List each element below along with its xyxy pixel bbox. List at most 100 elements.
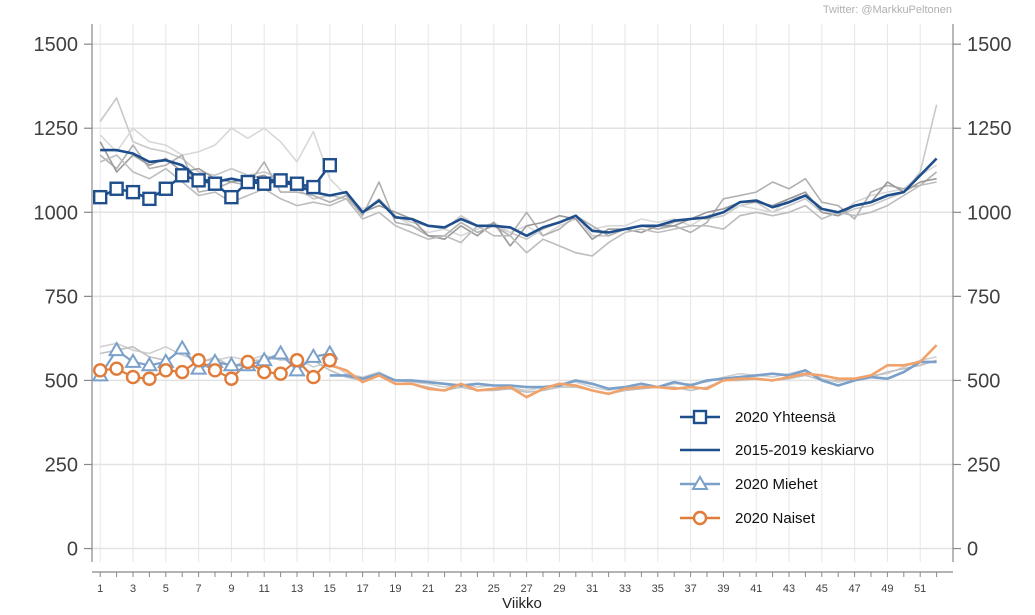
data-point-circle [92,363,108,378]
x-axis-label: Viikko [502,595,542,612]
x-tick-label: 9 [228,583,234,595]
background-year-line [99,127,938,237]
x-tick-label: 45 [816,583,828,595]
data-point-circle [142,371,157,386]
x-tick-label: 25 [488,583,500,595]
data-point-triangle [140,356,159,372]
data-point-circle [322,353,337,368]
series-line [329,360,937,391]
x-tick-label: 7 [196,583,202,595]
data-point-circle [289,353,305,368]
data-point-square [289,176,305,191]
data-point-square [257,176,272,191]
data-point-circle [109,361,124,376]
data-point-circle [174,364,190,380]
credit-text: Twitter: @MarkkuPeltonen [823,4,952,16]
x-tick-label: 51 [914,583,926,595]
background-year-line [99,154,937,257]
data-point-square [92,189,108,205]
legend-label: 2020 Miehet [735,476,818,493]
x-tick-label: 37 [684,583,696,595]
data-point-square [306,179,321,195]
legend-label: 2015-2019 keskiarvo [735,442,874,459]
y-tick-label-right: 500 [967,370,1000,392]
data-point-triangle [691,475,709,490]
x-tick-label: 43 [783,583,795,595]
data-point-triangle [304,347,323,363]
axes: 0 0 250 250 500 500 750 750 1000 1000 1250 1250 1500… [34,24,1012,595]
gridlines [92,24,953,562]
x-tick-label: 47 [848,583,860,595]
y-tick-label-left: 500 [45,370,78,392]
x-tick-label: 19 [389,583,401,595]
data-point-circle [207,363,223,378]
data-point-square [224,189,239,205]
data-point-square [273,173,288,188]
y-tick-label-left: 1000 [34,202,79,224]
data-point-square [240,174,256,190]
x-tick-label: 3 [130,583,136,595]
y-tick-label-left: 750 [45,286,78,308]
data-point-triangle [107,341,126,357]
x-tick-label: 13 [291,583,303,595]
x-tick-label: 49 [881,583,893,595]
legend-label: 2020 Yhteensä [735,409,836,426]
data-point-square [174,168,190,183]
series-line [100,148,938,238]
x-tick-label: 11 [258,583,269,595]
x-tick-label: 21 [422,583,434,595]
data-point-circle [306,369,321,385]
y-tick-label-right: 1500 [967,34,1012,56]
data-point-square [125,184,141,200]
data-point-circle [158,363,174,378]
data-point-square [109,181,124,196]
series-group [91,148,938,399]
legend: 2020 Yhteensä 2015-2019 keskiarvo 2020 Mie… [680,409,874,527]
background-year-line [99,144,938,237]
data-point-circle [692,510,708,526]
background-year-line [100,346,937,395]
y-tick-label-right: 1250 [967,118,1012,140]
data-point-triangle [288,361,306,377]
data-point-square [158,181,174,196]
data-point-square [322,158,337,173]
x-tick-label: 5 [163,583,169,595]
data-point-circle [257,364,272,380]
legend-label: 2020 Naiset [735,510,816,527]
x-tick-label: 35 [652,583,664,595]
x-tick-label: 41 [750,583,762,595]
data-point-circle [224,371,239,386]
data-point-square [207,176,223,191]
y-tick-label-left: 250 [45,454,78,476]
y-tick-label-right: 0 [967,539,978,561]
x-tick-label: 27 [520,583,532,595]
y-tick-label-right: 250 [967,454,1000,476]
x-tick-label: 39 [717,583,729,595]
x-tick-label: 29 [553,583,565,595]
data-point-triangle [124,352,142,368]
y-tick-label-left: 1500 [34,34,79,56]
data-point-square [142,191,157,207]
data-point-triangle [173,339,191,355]
y-tick-label-left: 0 [67,539,78,561]
x-tick-label: 23 [455,583,467,595]
data-point-square [692,409,708,425]
data-point-circle [273,366,288,381]
data-point-square [191,173,206,188]
y-tick-label-right: 750 [967,286,1000,308]
data-point-circle [240,354,256,370]
x-tick-label: 17 [356,583,368,595]
data-point-triangle [222,356,241,372]
x-tick-label: 31 [586,583,598,595]
x-tick-label: 15 [324,583,336,595]
data-point-triangle [271,344,290,360]
y-tick-label-left: 1250 [34,118,79,140]
data-point-triangle [189,359,208,375]
x-tick-label: 33 [619,583,631,595]
series-line [329,344,938,399]
data-point-circle [125,369,141,385]
data-point-circle [191,353,206,368]
